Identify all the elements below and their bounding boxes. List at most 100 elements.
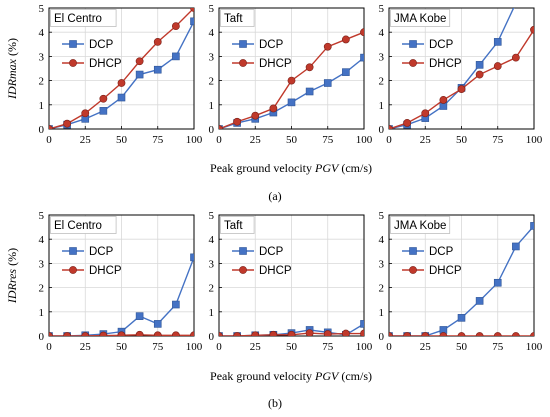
data-point-dcp [360, 320, 364, 328]
legend-label-dcp: DCP [89, 39, 114, 51]
data-point-dhcp [135, 57, 144, 66]
data-point-dhcp [421, 332, 430, 336]
legend-marker-dcp [69, 40, 77, 48]
x-tick-label: 50 [286, 341, 298, 353]
x-tick-label: 100 [356, 341, 373, 353]
data-point-dcp [135, 312, 144, 320]
data-point-dhcp [81, 332, 90, 336]
data-point-dhcp [190, 8, 194, 12]
x-tick-label: 100 [186, 341, 203, 353]
data-point-dhcp [49, 125, 53, 129]
data-point-dhcp [287, 330, 296, 336]
series-group [219, 28, 364, 129]
panel-title: JMA Kobe [394, 220, 446, 232]
data-point-dhcp [403, 332, 412, 336]
series-group [49, 8, 194, 129]
data-point-dhcp [530, 332, 534, 336]
x-tick-label: 50 [116, 134, 128, 146]
data-point-dhcp [389, 125, 393, 129]
x-tick-label: 75 [322, 341, 334, 353]
panel-title: JMA Kobe [394, 13, 446, 25]
x-tick-label: 0 [46, 341, 52, 353]
data-point-dhcp [251, 331, 260, 336]
data-point-dcp [99, 107, 108, 115]
legend-label-dcp: DCP [259, 39, 284, 51]
chart-panel-3: 0 25 50 75 100 0 1 2 3 4 5 JMA Kobe DCP DHCP [379, 3, 543, 146]
data-point-dcp [190, 253, 194, 262]
data-point-dhcp [117, 331, 126, 336]
data-point-dhcp [493, 332, 502, 336]
y-tick-label: 1 [39, 307, 45, 319]
y-tick-label: 5 [39, 210, 45, 222]
panel-title-box [50, 216, 117, 234]
series-group [49, 253, 194, 336]
subfigure-label: (b) [268, 396, 282, 410]
legend-label-dhcp: DHCP [259, 58, 292, 70]
data-point-dhcp [135, 330, 144, 336]
data-point-dcp [172, 52, 180, 61]
y-tick-label: 0 [39, 124, 45, 136]
data-point-dcp [305, 87, 314, 96]
x-tick-label: 25 [250, 341, 262, 353]
panel-title: El Centro [54, 220, 102, 232]
x-tick-label: 75 [322, 134, 334, 146]
legend-marker-dhcp [69, 59, 77, 67]
data-point-dcp [475, 297, 484, 305]
data-point-dhcp [389, 332, 393, 336]
x-axis-title-italic: PGV [314, 369, 340, 383]
panel-title-box [220, 216, 255, 234]
y-axis-title-italic: IDRres [5, 269, 19, 305]
data-point-dcp [360, 53, 364, 62]
y-tick-label: 3 [209, 51, 215, 63]
y-tick-label: 5 [209, 210, 215, 222]
data-point-dcp [135, 70, 144, 79]
chart-panel-1: 0 25 50 75 100 0 1 2 3 4 5 El Centro DCP DHCP [39, 3, 203, 146]
data-point-dhcp [233, 117, 242, 126]
y-tick-label: 0 [379, 331, 385, 343]
x-axis-title: Peak ground velocity PGV (cm/s) [210, 369, 372, 383]
panel-title: Taft [224, 220, 243, 232]
x-axis-title-text: Peak ground velocity [210, 369, 315, 383]
data-point-dhcp [457, 332, 466, 336]
data-point-dhcp [305, 63, 314, 72]
data-point-dhcp [153, 331, 162, 336]
x-tick-label: 50 [456, 341, 468, 353]
y-tick-label: 0 [209, 124, 215, 136]
y-tick-label: 3 [379, 258, 385, 270]
legend-marker-dhcp [409, 266, 417, 274]
x-tick-label: 50 [456, 134, 468, 146]
data-point-dhcp [511, 332, 520, 336]
data-point-dhcp [475, 70, 484, 79]
data-point-dhcp [117, 79, 126, 87]
y-tick-label: 2 [209, 283, 215, 295]
data-point-dhcp [190, 331, 194, 336]
y-tick-label: 4 [379, 234, 385, 246]
x-tick-label: 0 [46, 134, 52, 146]
x-tick-label: 100 [356, 134, 373, 146]
x-tick-label: 25 [80, 341, 92, 353]
x-tick-label: 100 [526, 341, 543, 353]
y-axis-title: IDRmax (%) [5, 38, 19, 100]
series-group [389, 8, 534, 129]
data-point-dcp [475, 61, 484, 69]
data-point-dcp [512, 242, 520, 251]
data-point-dhcp [63, 332, 72, 336]
legend-label-dcp: DCP [89, 246, 114, 258]
y-tick-label: 1 [209, 100, 215, 112]
data-point-dcp [117, 93, 126, 102]
data-point-dhcp [269, 330, 278, 336]
data-point-dhcp [81, 109, 90, 118]
panel-title-box [390, 216, 451, 234]
panel-title-box [390, 9, 451, 27]
x-tick-label: 50 [286, 134, 298, 146]
data-point-dhcp [153, 37, 162, 46]
chart-panel-5: 0 25 50 75 100 0 1 2 3 4 5 Taft DCP DHCP [209, 210, 373, 353]
y-tick-label: 4 [39, 27, 45, 39]
legend-marker-dhcp [239, 59, 247, 67]
y-tick-label: 3 [39, 51, 45, 63]
data-point-dhcp [287, 76, 296, 85]
y-tick-label: 0 [379, 124, 385, 136]
data-point-dhcp [323, 330, 332, 336]
data-point-dhcp [323, 42, 332, 51]
y-tick-label: 4 [379, 27, 385, 39]
